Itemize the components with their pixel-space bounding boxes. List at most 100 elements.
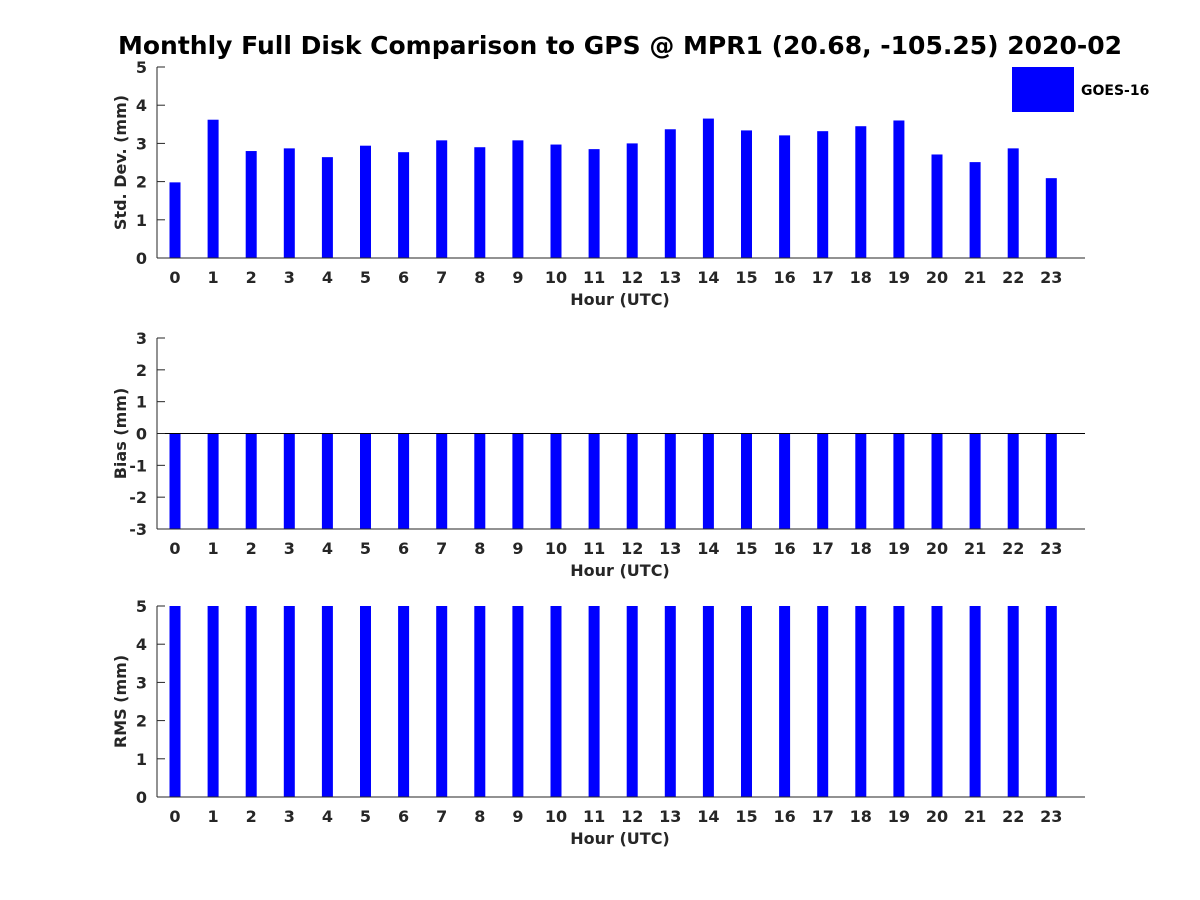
legend-swatch xyxy=(1012,67,1074,112)
bias-bar xyxy=(169,433,181,529)
bias-x-tick-label: 10 xyxy=(545,539,567,558)
rms-bar xyxy=(1045,606,1057,797)
std-dev-bar xyxy=(169,182,181,258)
rms-bar xyxy=(855,606,867,797)
bias-x-tick-label: 4 xyxy=(322,539,333,558)
rms-x-tick-label: 6 xyxy=(398,807,409,826)
bias-bar xyxy=(931,433,943,529)
std-dev-y-tick-label: 2 xyxy=(136,173,147,192)
bias-y-tick-label: -1 xyxy=(129,456,147,475)
rms-y-tick-label: 1 xyxy=(136,750,147,769)
std-dev-bar xyxy=(512,140,524,258)
rms-x-tick-label: 14 xyxy=(697,807,719,826)
std-dev-x-tick-label: 18 xyxy=(850,268,872,287)
bias-x-tick-label: 9 xyxy=(512,539,523,558)
bias-bar xyxy=(588,433,600,529)
std-dev-x-tick-label: 1 xyxy=(208,268,219,287)
bias-x-tick-label: 6 xyxy=(398,539,409,558)
bias-bar xyxy=(702,433,714,529)
std-dev-bar xyxy=(360,145,371,258)
rms-bar xyxy=(664,606,676,797)
rms-bar xyxy=(779,606,791,797)
std-dev-x-tick-label: 16 xyxy=(773,268,795,287)
bias-y-tick-label: -3 xyxy=(129,520,147,539)
bias-x-tick-label: 17 xyxy=(812,539,834,558)
bias-x-tick-label: 5 xyxy=(360,539,371,558)
rms-bar xyxy=(550,606,562,797)
bias-bar xyxy=(436,433,448,529)
std-dev-x-tick-label: 22 xyxy=(1002,268,1024,287)
bias-bar xyxy=(1007,433,1019,529)
rms-bar xyxy=(474,606,486,797)
std-dev-x-tick-label: 17 xyxy=(812,268,834,287)
bias-y-tick-label: 0 xyxy=(136,425,147,444)
rms-x-tick-label: 18 xyxy=(850,807,872,826)
std-dev-bar xyxy=(893,120,905,258)
rms-x-tick-label: 0 xyxy=(169,807,180,826)
std-dev-bar xyxy=(779,135,791,258)
bias-bar xyxy=(512,433,524,529)
bias-bar xyxy=(855,433,867,529)
bias-bar xyxy=(626,433,638,529)
rms-x-tick-label: 3 xyxy=(284,807,295,826)
rms-x-tick-label: 7 xyxy=(436,807,447,826)
std-dev-bar xyxy=(702,118,714,258)
std-dev-bar xyxy=(436,140,448,258)
bias-x-tick-label: 23 xyxy=(1040,539,1062,558)
rms-bar xyxy=(283,606,295,797)
rms-bar xyxy=(741,606,752,797)
rms-bar xyxy=(817,606,829,797)
rms-bar xyxy=(398,606,410,797)
rms-x-tick-label: 16 xyxy=(773,807,795,826)
rms-bar xyxy=(245,606,257,797)
rms-x-tick-label: 5 xyxy=(360,807,371,826)
bias-x-tick-label: 12 xyxy=(621,539,643,558)
bias-bar xyxy=(283,433,295,529)
std-dev-bar xyxy=(969,162,981,258)
std-dev-x-axis-label: Hour (UTC) xyxy=(570,290,670,309)
std-dev-bar xyxy=(283,148,295,258)
std-dev-x-tick-label: 23 xyxy=(1040,268,1062,287)
rms-y-axis-label: RMS (mm) xyxy=(111,655,130,748)
bias-bar xyxy=(550,433,562,529)
bias-x-tick-label: 15 xyxy=(735,539,757,558)
rms-y-tick-label: 2 xyxy=(136,712,147,731)
rms-bar xyxy=(360,606,371,797)
rms-x-tick-label: 1 xyxy=(208,807,219,826)
chart-title: Monthly Full Disk Comparison to GPS @ MP… xyxy=(118,31,1122,60)
bias-bar xyxy=(664,433,676,529)
rms-bar xyxy=(588,606,600,797)
rms-x-tick-label: 17 xyxy=(812,807,834,826)
std-dev-y-tick-label: 4 xyxy=(136,96,147,115)
std-dev-x-tick-label: 3 xyxy=(284,268,295,287)
std-dev-bar xyxy=(1007,148,1019,258)
rms-x-tick-label: 12 xyxy=(621,807,643,826)
bias-x-tick-label: 3 xyxy=(284,539,295,558)
std-dev-bar xyxy=(207,119,219,258)
bias-bar xyxy=(398,433,410,529)
rms-bar xyxy=(436,606,448,797)
bias-bar xyxy=(245,433,257,529)
rms-x-axis-label: Hour (UTC) xyxy=(570,829,670,848)
std-dev-bar xyxy=(474,147,486,258)
std-dev-y-tick-label: 0 xyxy=(136,249,147,268)
rms-bar xyxy=(207,606,219,797)
bias-x-tick-label: 8 xyxy=(474,539,485,558)
legend-label: GOES-16 xyxy=(1081,83,1149,99)
rms-bar xyxy=(626,606,638,797)
bias-x-axis-label: Hour (UTC) xyxy=(570,561,670,580)
rms-x-tick-label: 2 xyxy=(246,807,257,826)
rms-bar xyxy=(169,606,181,797)
rms-x-tick-label: 4 xyxy=(322,807,333,826)
bias-x-tick-label: 13 xyxy=(659,539,681,558)
std-dev-y-tick-label: 3 xyxy=(136,134,147,153)
rms-bar xyxy=(1007,606,1019,797)
std-dev-x-tick-label: 20 xyxy=(926,268,948,287)
std-dev-y-axis-label: Std. Dev. (mm) xyxy=(111,95,130,230)
rms-x-tick-label: 19 xyxy=(888,807,910,826)
std-dev-x-tick-label: 12 xyxy=(621,268,643,287)
bias-bar xyxy=(207,433,219,529)
